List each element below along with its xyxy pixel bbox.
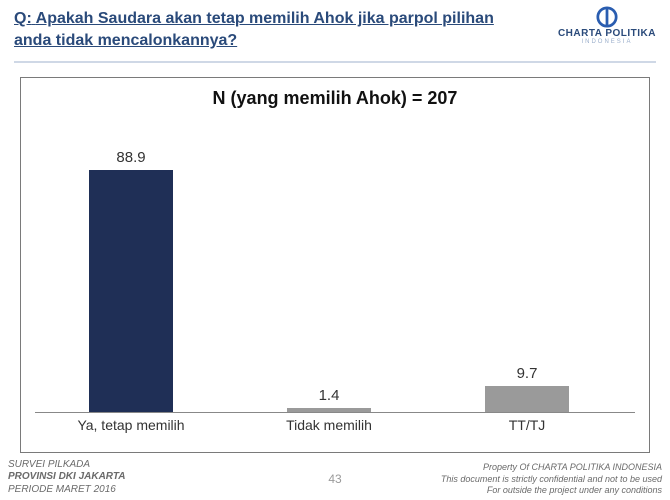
chart-card: N (yang memilih Ahok) = 207 88.9 1.4 9.7 Y… [20,77,650,453]
footer-left-line3: PERIODE MARET 2016 [8,484,125,497]
x-axis-label: Ya, tetap memilih [77,417,184,433]
footer-left-line1: SURVEI PILKADA [8,459,125,472]
chart-plot: 88.9 1.4 9.7 [35,113,635,413]
survey-question: Q: Apakah Saudara akan tetap memilih Aho… [14,8,494,51]
chart-x-labels: Ya, tetap memilih Tidak memilih TT/TJ [35,417,635,445]
bar-rect [89,170,173,412]
logo-name: CHARTA POLITIKA [558,28,656,39]
chart-title: N (yang memilih Ahok) = 207 [35,88,635,109]
header-divider [14,61,656,63]
footer-right-line1: Property Of CHARTA POLITIKA INDONESIA [441,462,662,473]
logo-icon [596,6,618,28]
bar-col: 1.4 [287,387,371,412]
bar-col: 88.9 [89,149,173,412]
bar-rect [287,408,371,412]
q-prefix: Q: [14,10,32,27]
logo-sub: INDONESIA [581,39,632,45]
footer-right: Property Of CHARTA POLITIKA INDONESIA Th… [441,462,662,496]
x-axis-label: Tidak memilih [286,417,372,433]
bar-value-label: 1.4 [319,387,340,404]
brand-logo: CHARTA POLITIKA INDONESIA [558,6,656,45]
bar-rect [485,386,569,412]
x-axis-label: TT/TJ [509,417,546,433]
q-text: Apakah Saudara akan tetap memilih Ahok j… [14,10,494,49]
bar-col: 9.7 [485,365,569,412]
bar-value-label: 9.7 [517,365,538,382]
footer-right-line3: For outside the project under any condit… [441,485,662,496]
footer-left-line2: PROVINSI DKI JAKARTA [8,471,125,484]
footer: SURVEI PILKADA PROVINSI DKI JAKARTA PERI… [0,459,670,497]
page-number: 43 [328,472,341,486]
bar-value-label: 88.9 [116,149,145,166]
footer-right-line2: This document is strictly confidential a… [441,474,662,485]
footer-left: SURVEI PILKADA PROVINSI DKI JAKARTA PERI… [8,459,125,497]
header: Q: Apakah Saudara akan tetap memilih Aho… [0,0,670,55]
